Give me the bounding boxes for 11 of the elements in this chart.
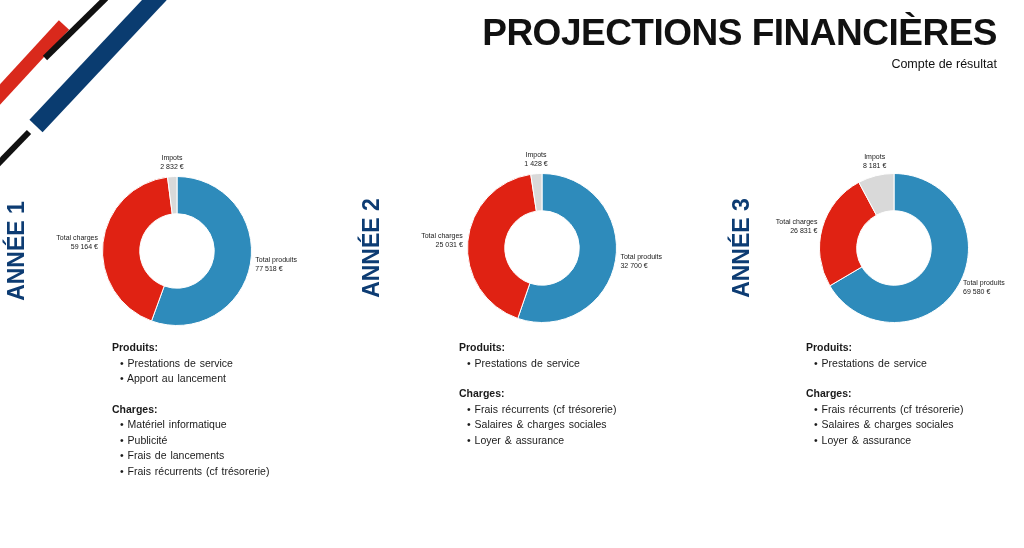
text: Charges: • Matériel informatique • Publicité • Frais de lancements • Frais récurrents (cf trésorerie)	[112, 401, 270, 479]
text: ANNÉE 2	[358, 198, 384, 298]
text: ANNÉE 3	[728, 198, 754, 298]
text: Compte de résultat	[890, 56, 997, 72]
text: ANNÉE 1	[3, 201, 29, 301]
text: Charges: • Frais récurrents (cf trésorerie) • Salaires & charges sociales • Loyer & assurance	[806, 386, 964, 448]
text: Produits: • Prestations de service	[459, 340, 581, 371]
text: Charges: • Frais récurrents (cf trésorerie) • Salaires & charges sociales • Loyer & assurance	[459, 386, 617, 448]
text: Produits: • Prestations de service • Apport au lancement	[112, 340, 234, 386]
text: Produits: • Prestations de service	[806, 340, 928, 371]
text: PROJECTIONS FINANCIÈRES	[482, 12, 997, 54]
